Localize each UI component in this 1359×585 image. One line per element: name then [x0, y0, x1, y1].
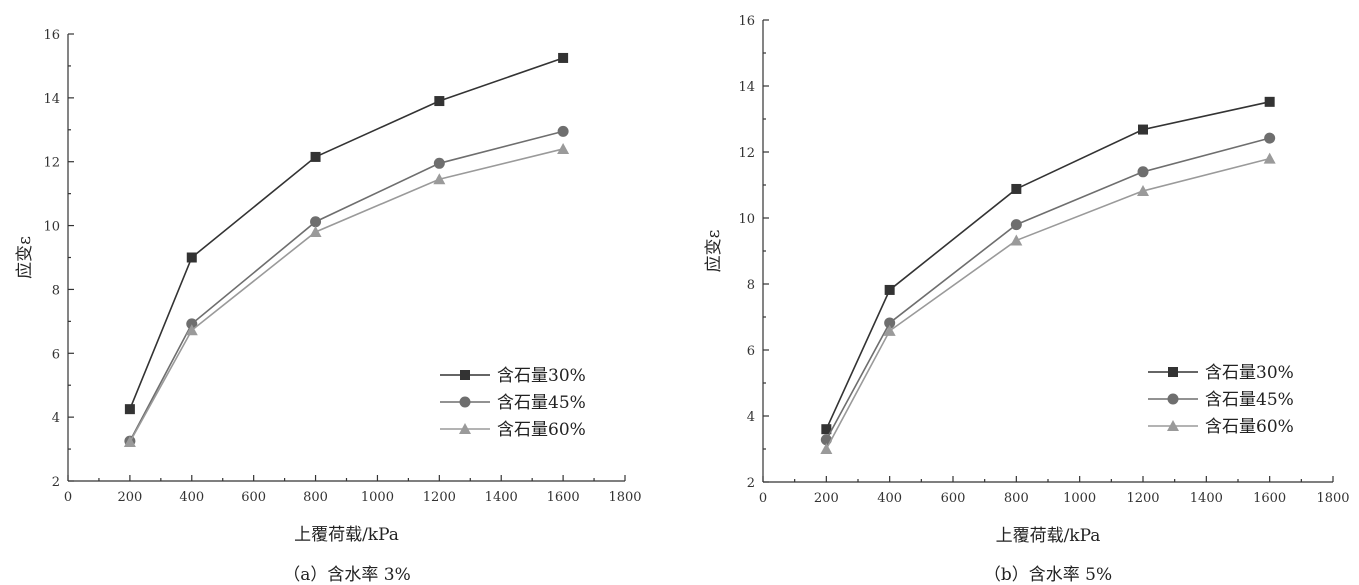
data-point-triangle — [1137, 184, 1149, 196]
y-tick-label: 16 — [43, 28, 60, 43]
data-point-triangle — [820, 443, 833, 454]
x-tick-label: 800 — [303, 490, 328, 505]
data-point-square — [124, 404, 135, 415]
data-point-circle — [186, 318, 198, 330]
data-point-triangle — [185, 324, 198, 336]
data-point-triangle — [309, 225, 322, 237]
y-tick-label: 6 — [52, 347, 60, 362]
legend-marker-circle — [459, 396, 471, 408]
data-point-circle — [557, 125, 569, 137]
y-tick-label: 2 — [747, 476, 755, 491]
x-tick-label: 800 — [1004, 491, 1029, 506]
x-axis-label: 上覆荷载/kPa — [996, 526, 1101, 546]
panel-caption: （a）含水率 3% — [283, 565, 411, 585]
legend-label: 含石量60% — [1205, 417, 1294, 437]
x-tick-label: 0 — [759, 491, 767, 506]
data-point-triangle — [557, 142, 570, 154]
y-tick-label: 2 — [52, 475, 60, 490]
y-tick-label: 14 — [43, 92, 60, 107]
y-tick-label: 10 — [43, 220, 60, 235]
data-point-square — [821, 424, 832, 435]
y-axis-label: 应变ε — [704, 229, 724, 272]
data-point-circle — [884, 317, 896, 329]
legend-label: 含石量30% — [497, 366, 586, 386]
data-point-circle — [1010, 219, 1022, 231]
x-tick-label: 0 — [64, 490, 72, 505]
x-tick-label: 1200 — [423, 490, 456, 505]
y-axis-label: 应变ε — [15, 236, 35, 279]
data-point-circle — [310, 216, 322, 228]
data-point-triangle — [883, 324, 896, 336]
x-tick-label: 200 — [117, 490, 142, 505]
data-point-triangle — [433, 173, 446, 185]
y-tick-label: 4 — [52, 411, 60, 426]
legend-marker-square — [1168, 367, 1178, 377]
legend-marker-square — [460, 370, 470, 380]
data-point-triangle — [123, 436, 136, 448]
legend-label: 含石量30% — [1205, 363, 1294, 383]
x-tick-label: 600 — [241, 490, 266, 505]
series-line-square — [825, 101, 1270, 430]
y-tick-label: 12 — [738, 146, 755, 161]
series-line-square — [129, 57, 564, 410]
x-tick-label: 600 — [941, 491, 966, 506]
data-point-triangle — [1263, 152, 1276, 164]
y-tick-label: 16 — [738, 14, 755, 29]
y-tick-label: 4 — [747, 410, 755, 425]
y-tick-label: 12 — [43, 156, 60, 171]
x-tick-label: 400 — [179, 490, 204, 505]
legend-label: 含石量60% — [497, 420, 586, 440]
panel-caption: （b）含水率 5% — [984, 565, 1112, 585]
legend-marker-circle — [1167, 393, 1179, 405]
x-tick-label: 200 — [814, 491, 839, 506]
x-tick-label: 1400 — [485, 490, 518, 505]
data-point-square — [186, 252, 197, 263]
y-tick-label: 8 — [747, 278, 755, 293]
data-point-square — [558, 52, 569, 63]
x-tick-label: 1000 — [361, 490, 394, 505]
data-point-circle — [433, 157, 445, 169]
x-tick-label: 1200 — [1126, 491, 1159, 506]
y-tick-label: 14 — [738, 80, 755, 95]
data-point-square — [1138, 124, 1148, 135]
legend-marker-triangle — [459, 423, 471, 434]
legend-marker-triangle — [1167, 420, 1179, 431]
chart-panel-b: 0 200 400 600 800 1000 1200 1400 1600 1800 2 4 6 8 10 1… — [704, 14, 1350, 585]
data-point-square — [1011, 183, 1022, 194]
x-tick-label: 1400 — [1190, 491, 1223, 506]
x-tick-label: 1800 — [1316, 491, 1349, 506]
y-tick-label: 6 — [747, 344, 755, 359]
legend-label: 含石量45% — [1205, 390, 1294, 410]
x-tick-label: 1600 — [1253, 491, 1286, 506]
data-point-triangle — [1010, 234, 1023, 246]
data-point-square — [434, 96, 445, 107]
x-tick-label: 1800 — [608, 490, 641, 505]
y-tick-label: 10 — [738, 212, 755, 227]
series-line-triangle — [825, 157, 1270, 450]
chart-panel-a: 0 200 400 600 800 1000 1200 1400 1600 1800 2 4 6 8 10 1… — [15, 28, 642, 585]
y-tick-label: 8 — [52, 283, 60, 298]
x-tick-label: 1600 — [547, 490, 580, 505]
data-point-square — [1264, 96, 1275, 107]
data-point-circle — [1264, 132, 1276, 144]
data-point-circle — [1137, 166, 1149, 178]
x-axis-label: 上覆荷载/kPa — [294, 525, 399, 545]
data-point-square — [884, 284, 895, 295]
legend-label: 含石量45% — [497, 393, 586, 413]
x-tick-label: 1000 — [1063, 491, 1096, 506]
data-point-square — [310, 151, 321, 162]
x-tick-label: 400 — [877, 491, 902, 506]
